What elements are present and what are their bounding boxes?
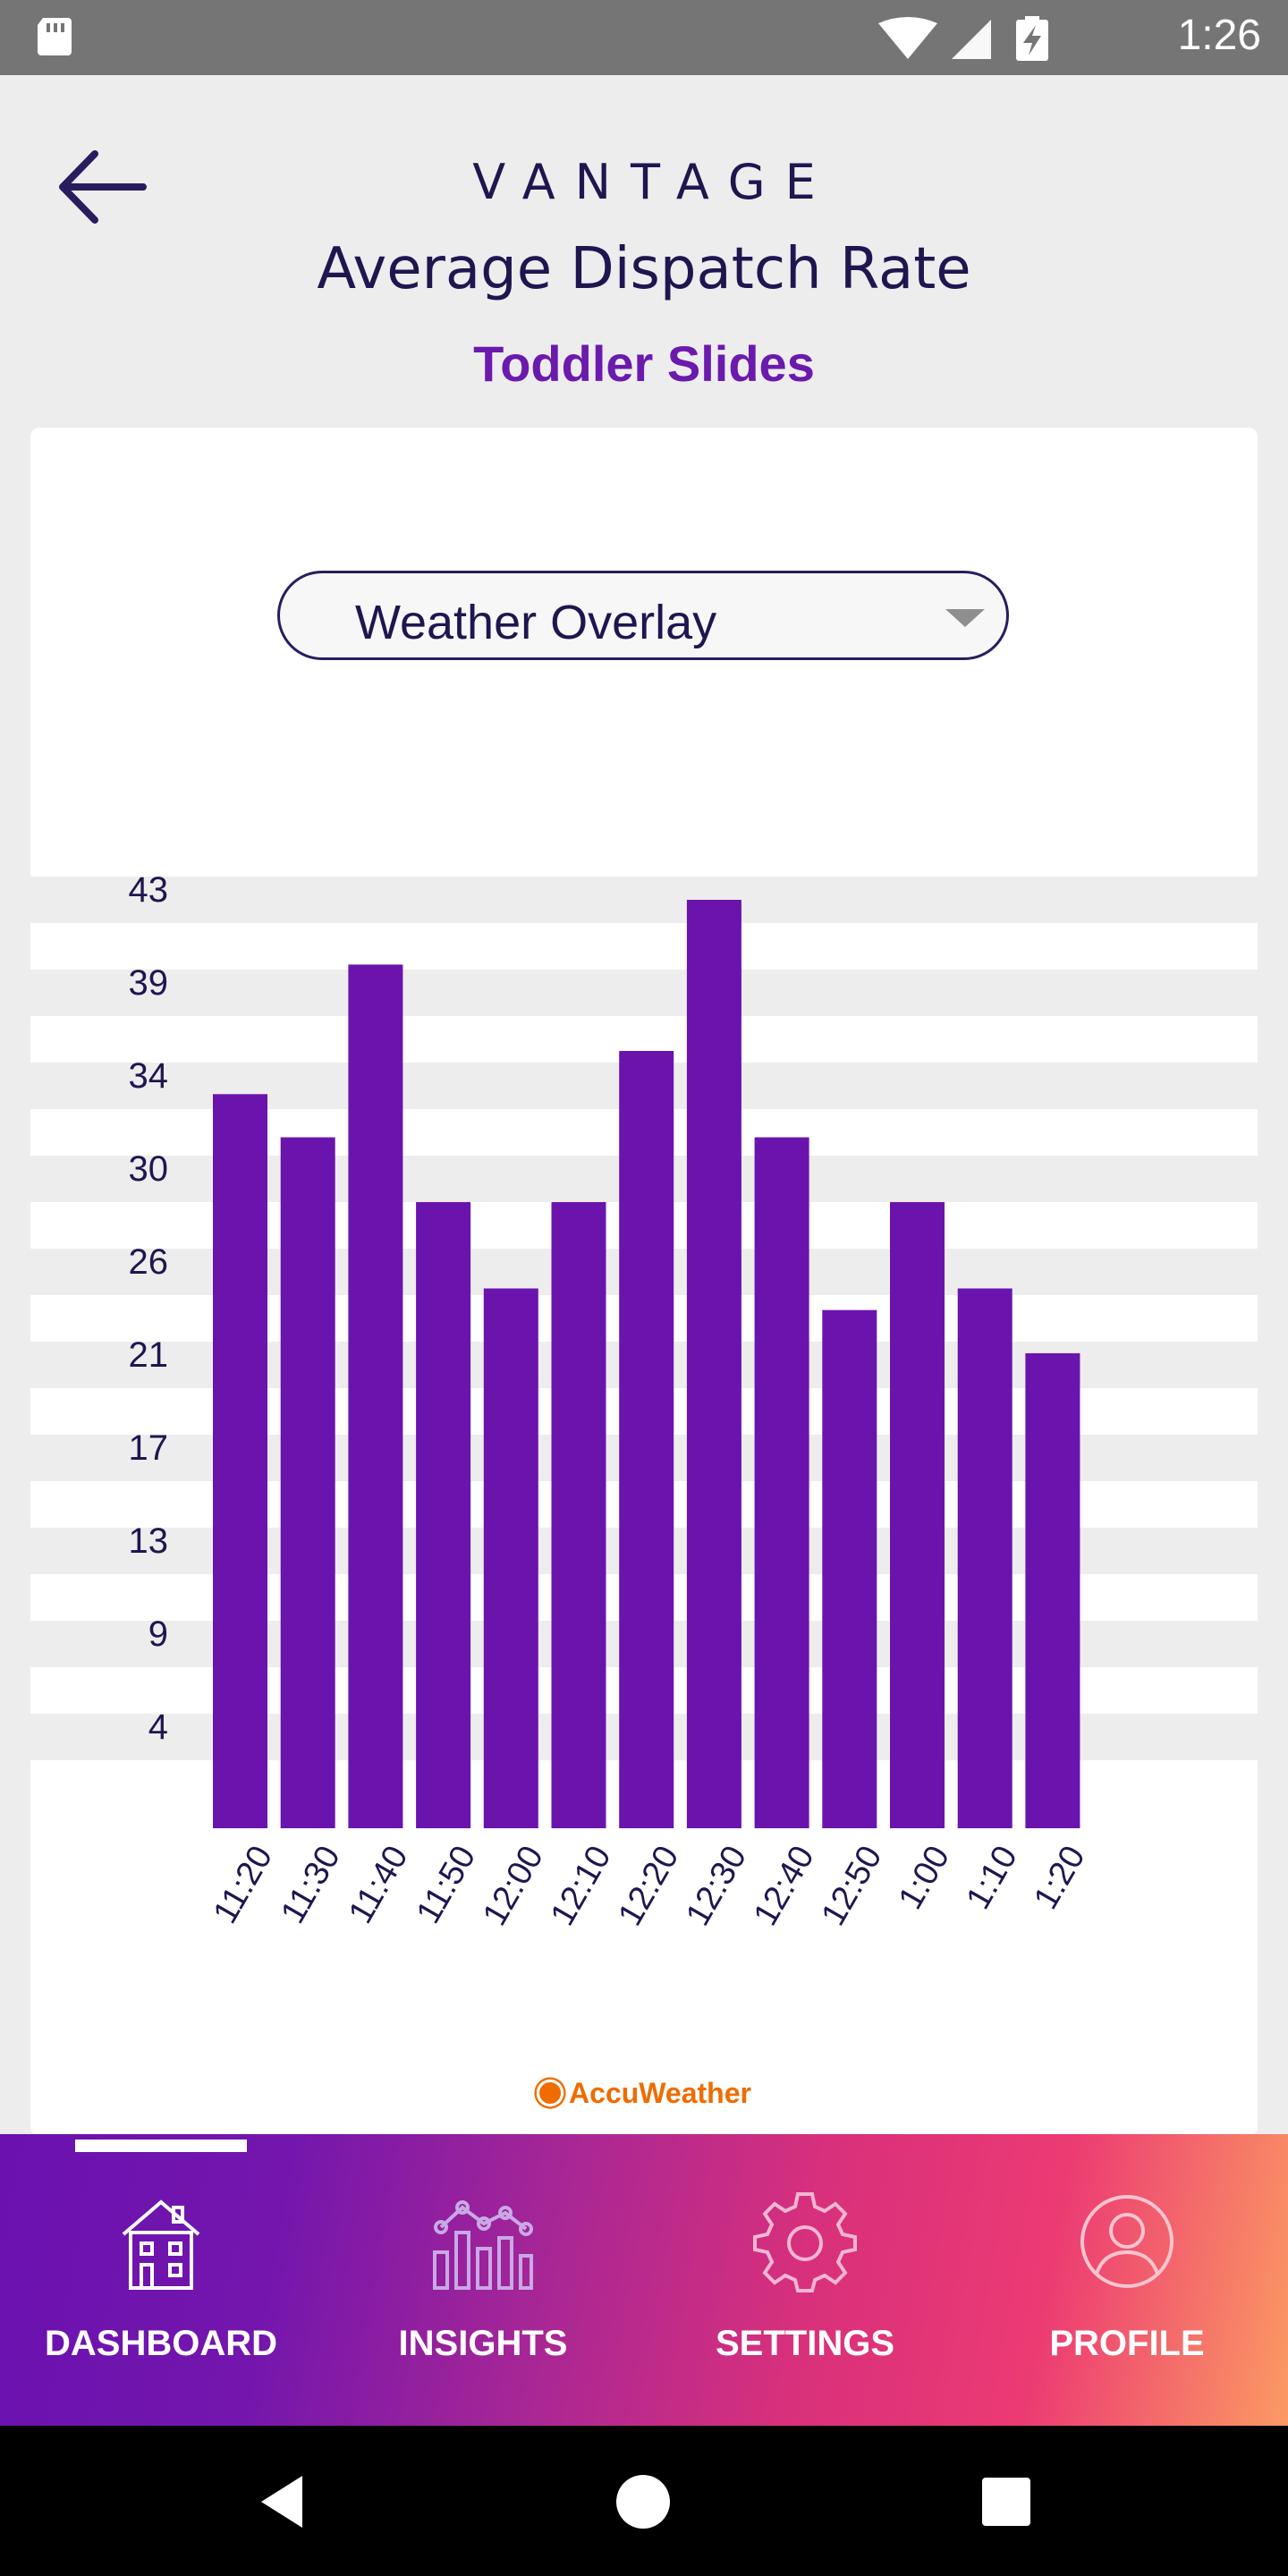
bar-12:00[interactable] xyxy=(483,1288,538,1828)
brand-logo: VANTAGE xyxy=(472,154,835,210)
y-tick-label: 39 xyxy=(129,963,169,1003)
battery-icon xyxy=(1016,16,1048,61)
nav-insights[interactable]: INSIGHTS xyxy=(322,2134,644,2426)
x-tick-label: 12:20 xyxy=(611,1840,686,1932)
header: VANTAGE Average Dispatch Rate Toddler Sl… xyxy=(0,75,1288,424)
dropdown-caret-icon xyxy=(945,609,985,627)
accuweather-logo: AccuWeather xyxy=(0,2077,1288,2110)
y-tick-label: 13 xyxy=(129,1521,169,1561)
nav-dashboard[interactable]: DASHBOARD xyxy=(0,2134,322,2426)
bar-11:50[interactable] xyxy=(416,1201,471,1828)
house-icon xyxy=(122,2199,200,2290)
nav-label-profile: PROFILE xyxy=(1049,2324,1205,2363)
y-tick-label: 4 xyxy=(148,1707,168,1747)
nav-label-insights: INSIGHTS xyxy=(398,2324,568,2363)
grid-band xyxy=(30,970,1258,1016)
y-tick-label: 30 xyxy=(129,1149,169,1189)
page-title: Average Dispatch Rate xyxy=(317,236,971,302)
wifi-icon xyxy=(878,17,937,59)
user-icon xyxy=(1080,2195,1174,2288)
system-nav-bar xyxy=(0,2426,1288,2576)
y-tick-label: 9 xyxy=(148,1614,168,1654)
x-tick-label: 12:00 xyxy=(476,1840,551,1932)
x-tick-label: 11:40 xyxy=(342,1840,416,1930)
nav-profile[interactable]: PROFILE xyxy=(966,2134,1288,2426)
x-tick-label: 1:00 xyxy=(892,1840,957,1916)
x-tick-label: 12:40 xyxy=(747,1840,822,1932)
bar-11:30[interactable] xyxy=(280,1137,335,1828)
x-tick-label: 1:10 xyxy=(960,1840,1025,1916)
bar-11:20[interactable] xyxy=(213,1094,267,1828)
back-triangle-icon[interactable] xyxy=(252,2470,315,2533)
bar-1:10[interactable] xyxy=(957,1288,1013,1828)
y-tick-label: 21 xyxy=(129,1335,169,1375)
status-time: 1:26 xyxy=(1177,12,1261,59)
x-tick-label: 1:20 xyxy=(1027,1840,1092,1916)
bar-11:40[interactable] xyxy=(348,964,403,1828)
y-tick-label: 34 xyxy=(129,1056,169,1096)
bar-12:30[interactable] xyxy=(686,900,741,1828)
status-bar: 1:26 xyxy=(0,0,1288,75)
bar-1:20[interactable] xyxy=(1025,1352,1080,1828)
nav-label-settings: SETTINGS xyxy=(715,2324,895,2363)
grid-band xyxy=(30,877,1258,923)
bottom-nav: DASHBOARD INSIGHTS SETTINGS xyxy=(0,2134,1288,2426)
y-tick-label: 17 xyxy=(129,1428,169,1468)
dispatch-rate-chart: 43393430262117139411:2011:3011:4011:5012… xyxy=(30,877,1258,1932)
nav-settings[interactable]: SETTINGS xyxy=(644,2134,966,2426)
gear-icon xyxy=(753,2192,857,2292)
home-circle-icon[interactable] xyxy=(612,2470,674,2533)
insights-chart-icon xyxy=(433,2200,533,2290)
dropdown-selected-value: Weather Overlay xyxy=(355,596,717,649)
y-tick-label: 26 xyxy=(129,1242,169,1282)
signal-icon xyxy=(952,20,991,59)
x-tick-label: 12:30 xyxy=(679,1840,754,1932)
y-tick-label: 43 xyxy=(129,877,169,910)
bar-12:50[interactable] xyxy=(822,1309,877,1828)
sd-card-icon xyxy=(38,18,72,55)
back-arrow-icon[interactable] xyxy=(55,148,148,225)
attribution-text: AccuWeather xyxy=(569,2077,751,2109)
x-tick-label: 12:50 xyxy=(815,1840,890,1932)
bar-12:20[interactable] xyxy=(619,1050,674,1828)
nav-label-dashboard: DASHBOARD xyxy=(45,2324,277,2363)
x-tick-label: 12:10 xyxy=(544,1840,619,1932)
sun-icon xyxy=(539,2082,562,2104)
bar-12:40[interactable] xyxy=(754,1137,809,1828)
bar-12:10[interactable] xyxy=(551,1201,606,1828)
status-icons xyxy=(878,16,1048,61)
x-tick-label: 11:20 xyxy=(207,1840,281,1930)
bar-1:00[interactable] xyxy=(890,1201,945,1828)
recents-square-icon[interactable] xyxy=(975,2470,1038,2533)
overlay-dropdown[interactable]: Weather Overlay xyxy=(277,571,1009,660)
x-tick-label: 11:50 xyxy=(410,1840,484,1930)
x-tick-label: 11:30 xyxy=(274,1840,348,1930)
page-subtitle: Toddler Slides xyxy=(473,335,815,392)
active-tab-indicator xyxy=(75,2140,247,2152)
